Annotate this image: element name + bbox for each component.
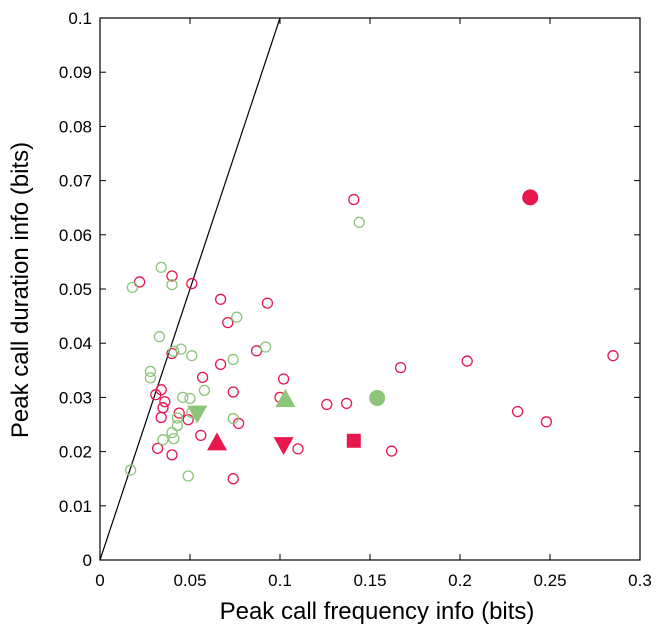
scatter-point: [126, 281, 139, 294]
y-tick-label: 0.09: [59, 63, 92, 82]
scatter-point: [292, 443, 304, 455]
scatter-point: [155, 261, 167, 273]
scatter-point: [144, 365, 157, 378]
scatter-point: [261, 297, 274, 309]
scatter-point: [394, 361, 407, 374]
y-tick-label: 0.1: [68, 9, 92, 28]
x-tick-label: 0.05: [173, 571, 206, 590]
scatter-point: [182, 470, 194, 482]
x-tick-label: 0.1: [268, 571, 292, 590]
y-tick-label: 0: [83, 551, 92, 570]
highlight-triangle-down-point: [273, 437, 294, 456]
scatter-point: [195, 429, 207, 441]
scatter-point: [214, 358, 227, 370]
scatter-point: [461, 355, 473, 367]
y-tick-label: 0.02: [59, 443, 92, 462]
scatter-point: [173, 407, 185, 419]
x-tick-label: 0: [95, 571, 104, 590]
scatter-point: [171, 419, 184, 432]
plot-border: [99, 17, 641, 561]
scatter-point: [166, 449, 178, 461]
scatter-point: [168, 432, 180, 445]
scatter-point: [321, 398, 333, 411]
highlight-circle-point: [369, 389, 386, 406]
scatter-point: [259, 341, 272, 353]
scatter-point: [277, 373, 290, 385]
y-tick-label: 0.07: [59, 172, 92, 191]
scatter-point: [196, 371, 209, 383]
scatter-point: [227, 412, 239, 425]
highlight-circle-point: [522, 189, 539, 206]
plot-frame: [99, 17, 641, 561]
scatter-point: [124, 464, 137, 476]
scatter-point: [153, 331, 166, 343]
scatter-point: [227, 353, 239, 366]
x-tick-label: 0.2: [448, 571, 472, 590]
scatter-point: [227, 386, 239, 398]
y-tick-label: 0.06: [59, 226, 92, 245]
scatter-point: [607, 350, 619, 362]
y-tick-label: 0.04: [59, 334, 92, 353]
scatter-point: [214, 293, 227, 305]
scatter-point: [222, 316, 234, 329]
highlight-triangle-up-point: [207, 432, 227, 451]
scatter-point: [198, 384, 211, 397]
data-points: [124, 189, 619, 485]
scatter-point: [540, 416, 553, 428]
x-tick-label: 0.3: [628, 571, 652, 590]
x-tick-label: 0.25: [533, 571, 566, 590]
scatter-point: [385, 445, 398, 457]
scatter-point: [166, 279, 178, 291]
scatter-point: [168, 345, 180, 357]
highlight-square-point: [346, 433, 361, 448]
x-axis-ticks: 0 0.05 0.1 0.15 0.2 0.25 0.3: [95, 18, 652, 590]
reference-line: [99, 17, 281, 561]
scatter-point: [353, 216, 365, 228]
highlight-triangle-down-point: [187, 405, 208, 424]
scatter-point: [166, 347, 178, 360]
y-tick-label: 0.05: [59, 280, 92, 299]
scatter-point: [133, 276, 146, 288]
scatter-point: [186, 277, 198, 290]
reference-line-layer: [99, 17, 281, 561]
scatter-point: [150, 389, 162, 401]
scatter-point: [175, 343, 187, 355]
scatter-point: [511, 405, 524, 418]
scatter-point: [184, 392, 196, 405]
y-tick-label: 0.08: [59, 117, 92, 136]
scatter-point: [348, 193, 360, 206]
scatter-point: [340, 397, 353, 410]
y-axis-ticks: 0 0.01 0.02 0.03 0.04 0.05 0.06 0.07 0.08 0.09 0.1: [59, 9, 640, 570]
scatter-point: [157, 434, 169, 446]
scatter-point: [157, 402, 169, 414]
scatter-point: [231, 311, 243, 323]
scatter-point: [171, 412, 184, 424]
y-axis-label: Peak call duration info (bits): [7, 142, 34, 438]
scatter-point: [186, 350, 198, 362]
scatter-point: [177, 391, 189, 404]
y-tick-label: 0.01: [59, 497, 92, 516]
scatter-point: [151, 442, 164, 454]
scatter-point: [182, 413, 194, 426]
scatter-point: [159, 396, 171, 408]
scatter-point: [144, 372, 157, 384]
scatter-point: [166, 426, 178, 439]
y-tick-label: 0.03: [59, 388, 92, 407]
scatter-point: [166, 270, 178, 282]
scatter-point: [155, 411, 167, 424]
x-axis-label: Peak call frequency info (bits): [220, 598, 535, 625]
x-tick-label: 0.15: [353, 571, 386, 590]
highlight-triangle-up-point: [275, 389, 296, 408]
scatter-point: [227, 473, 239, 485]
